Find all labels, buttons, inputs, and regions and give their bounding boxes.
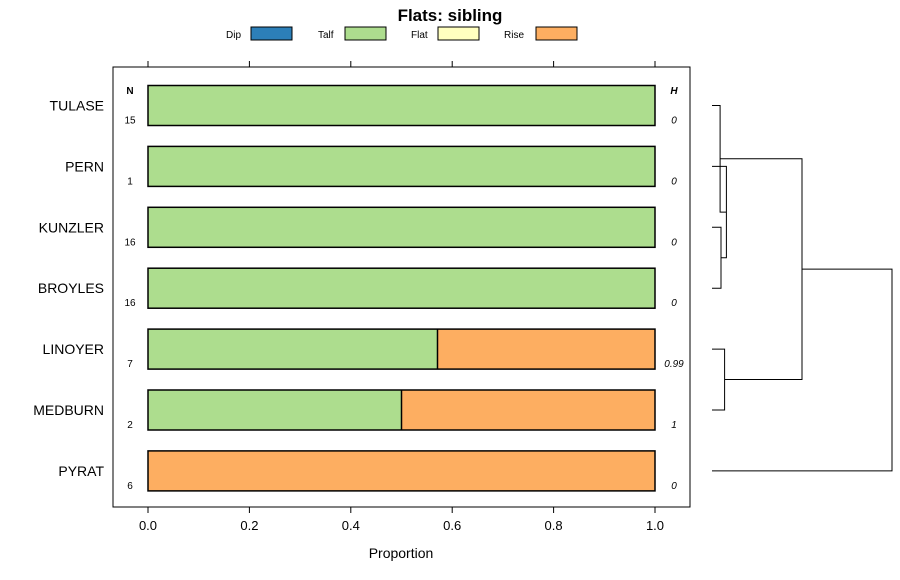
dendrogram-link (712, 348, 726, 411)
bar-segment-talf (148, 390, 402, 430)
n-value: 2 (127, 420, 133, 431)
h-column-header: H (670, 86, 678, 97)
bar-outline (147, 389, 656, 431)
bar-outline (147, 450, 656, 492)
legend-swatch-rise (535, 26, 578, 41)
h-value: 0 (671, 176, 677, 187)
bottom-axis: 0.0 0.2 0.4 0.6 0.8 1.0 (139, 507, 664, 533)
x-tick-label: 0.0 (139, 518, 157, 533)
dendrogram-link (720, 158, 803, 381)
top-axis (147, 61, 656, 67)
row-pern: PERN 1 0 (65, 145, 677, 188)
legend-swatch-flat (437, 26, 480, 41)
bar-outline (147, 84, 656, 127)
x-tick-label: 0.8 (545, 518, 563, 533)
n-value: 15 (124, 116, 136, 127)
row-label: TULASE (50, 98, 104, 114)
n-value: 7 (127, 359, 133, 370)
row-pyrat: PYRAT 6 0 (58, 450, 677, 492)
dendrogram (712, 105, 893, 472)
x-tick-label: 1.0 (646, 518, 664, 533)
n-value: 6 (127, 481, 133, 492)
bar-segment-talf (148, 146, 655, 187)
n-value: 16 (124, 237, 136, 248)
legend: Dip Talf Flat Rise (226, 26, 578, 41)
row-label: PYRAT (58, 463, 104, 479)
bar-outline (147, 206, 656, 249)
x-tick-label: 0.4 (342, 518, 360, 533)
row-kunzler: KUNZLER 16 0 (39, 206, 677, 249)
row-label: PERN (65, 158, 104, 174)
row-label: MEDBURN (33, 402, 104, 418)
h-value: 0 (671, 237, 677, 248)
bar-segment-talf (148, 329, 438, 370)
bar-segment-rise (401, 390, 655, 430)
chart-title: Flats: sibling (398, 6, 503, 25)
plot-panel (112, 66, 691, 508)
x-tick-label: 0.6 (443, 518, 461, 533)
legend-swatch-talf (344, 26, 387, 41)
legend-swatch-dip (250, 26, 293, 41)
h-value: 0.99 (664, 359, 684, 370)
row-linoyer: LINOYER 7 0.99 (43, 328, 684, 370)
h-value: 0 (671, 116, 677, 127)
row-label: LINOYER (43, 341, 104, 357)
bar-outline (147, 328, 656, 370)
row-label: BROYLES (38, 280, 104, 296)
bar-segment-talf (148, 85, 655, 126)
dendrogram-link (712, 268, 893, 472)
row-label: KUNZLER (39, 219, 104, 235)
n-value: 16 (124, 298, 136, 309)
h-value: 1 (671, 420, 677, 431)
bar-segment-talf (148, 268, 655, 309)
x-tick-label: 0.2 (240, 518, 258, 533)
bar-outline (147, 145, 656, 188)
bar-outline (147, 267, 656, 309)
row-broyles: BROYLES 16 0 (38, 267, 677, 309)
x-axis-label: Proportion (369, 545, 434, 561)
bar-segment-rise (148, 450, 655, 491)
h-value: 0 (671, 481, 677, 492)
n-column-header: N (126, 86, 133, 97)
n-value: 1 (127, 176, 133, 187)
bar-segment-talf (148, 207, 655, 248)
legend-label-talf: Talf (318, 30, 334, 41)
h-value: 0 (671, 298, 677, 309)
legend-label-rise: Rise (504, 30, 524, 41)
row-medburn: MEDBURN 2 1 (33, 389, 677, 431)
row-tulase: TULASE 15 0 (50, 84, 677, 127)
bar-segment-rise (437, 329, 655, 370)
legend-label-flat: Flat (411, 30, 428, 41)
dendrogram-link (712, 226, 722, 289)
legend-label-dip: Dip (226, 30, 241, 41)
